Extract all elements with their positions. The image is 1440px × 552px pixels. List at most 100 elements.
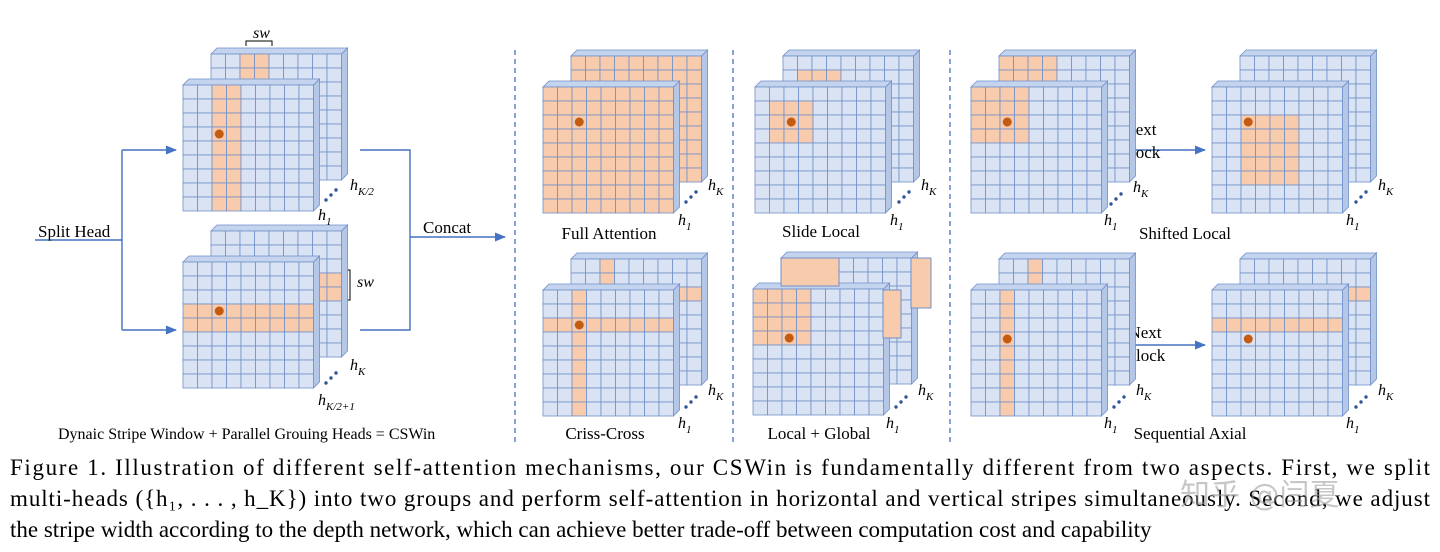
head-label: hK <box>1378 177 1394 198</box>
cell <box>658 345 674 361</box>
head-base: h <box>1104 212 1112 229</box>
cell <box>283 230 299 246</box>
head-base: h <box>890 212 898 229</box>
cell <box>240 112 256 128</box>
cell <box>297 230 313 246</box>
cell <box>644 345 660 361</box>
cell <box>798 128 814 144</box>
cell <box>1043 303 1059 319</box>
cell <box>798 86 814 102</box>
cell <box>571 156 587 172</box>
cell <box>226 373 242 389</box>
cell <box>1226 142 1242 158</box>
cell <box>1269 142 1285 158</box>
cell <box>1028 317 1044 333</box>
head-label: hK <box>1378 382 1394 403</box>
cell <box>542 86 558 102</box>
head-sub: K <box>928 186 937 198</box>
grid-top <box>754 80 893 88</box>
cell <box>856 100 872 116</box>
cell <box>629 100 645 116</box>
panel-label: Full Attention <box>562 224 657 243</box>
cell <box>1014 128 1030 144</box>
cell <box>1327 142 1343 158</box>
cell <box>269 84 285 100</box>
cell <box>255 275 271 291</box>
cell <box>586 170 602 186</box>
grid <box>182 255 321 389</box>
cell <box>1297 258 1313 274</box>
cell <box>615 401 631 417</box>
head-base: h <box>350 357 358 374</box>
ellipsis-dot <box>899 400 903 404</box>
cell <box>1284 198 1300 214</box>
cell <box>752 344 768 360</box>
cell <box>1269 289 1285 305</box>
cell <box>839 386 855 402</box>
cell <box>240 303 256 319</box>
head-label: hK <box>708 177 724 198</box>
cell <box>1114 153 1130 169</box>
cell <box>1284 170 1300 186</box>
cell <box>182 303 198 319</box>
ellipsis-dot <box>907 190 911 194</box>
cell <box>644 170 660 186</box>
cell <box>1014 184 1030 200</box>
cell <box>1057 156 1073 172</box>
caption-line: multi-heads ({h₁, . . . , h_K}) into two… <box>10 486 1431 511</box>
cell <box>998 55 1014 71</box>
cell <box>812 156 828 172</box>
cell <box>658 114 674 130</box>
cell <box>827 198 843 214</box>
cell <box>182 261 198 277</box>
cell <box>1341 258 1357 274</box>
grid-top <box>1211 283 1350 291</box>
cell <box>985 373 1001 389</box>
cell <box>1086 170 1102 186</box>
cell <box>599 55 615 71</box>
cell <box>1043 289 1059 305</box>
cell <box>1269 345 1285 361</box>
cell <box>1043 86 1059 102</box>
cell <box>182 373 198 389</box>
cell <box>197 373 213 389</box>
cell <box>1269 170 1285 186</box>
cell <box>781 316 797 332</box>
ellipsis-dot <box>689 195 693 199</box>
cell <box>644 359 660 375</box>
cell <box>615 345 631 361</box>
cell <box>182 317 198 333</box>
cell <box>970 303 986 319</box>
cell <box>810 386 826 402</box>
cell <box>644 317 660 333</box>
cell <box>827 114 843 130</box>
cell <box>600 359 616 375</box>
cell <box>297 53 313 69</box>
cell <box>1327 401 1343 417</box>
cell <box>211 275 227 291</box>
cell <box>284 275 300 291</box>
cell <box>182 275 198 291</box>
grid-side <box>313 78 320 212</box>
cell <box>629 198 645 214</box>
head-sub: 1 <box>1112 424 1118 436</box>
cell <box>970 331 986 347</box>
cell <box>240 359 256 375</box>
cell <box>1114 300 1130 316</box>
cell <box>658 86 674 102</box>
ellipsis-dot <box>329 193 333 197</box>
head-label: hK <box>921 177 937 198</box>
cell <box>226 196 242 212</box>
head-sub: 1 <box>1354 424 1360 436</box>
cell <box>1313 184 1329 200</box>
cell <box>1327 184 1343 200</box>
cell <box>1269 198 1285 214</box>
cell <box>752 330 768 346</box>
cell <box>658 317 674 333</box>
cell <box>1028 198 1044 214</box>
cell <box>854 330 870 346</box>
cell <box>1057 128 1073 144</box>
cell <box>1313 114 1329 130</box>
cell <box>767 372 783 388</box>
cell <box>999 86 1015 102</box>
